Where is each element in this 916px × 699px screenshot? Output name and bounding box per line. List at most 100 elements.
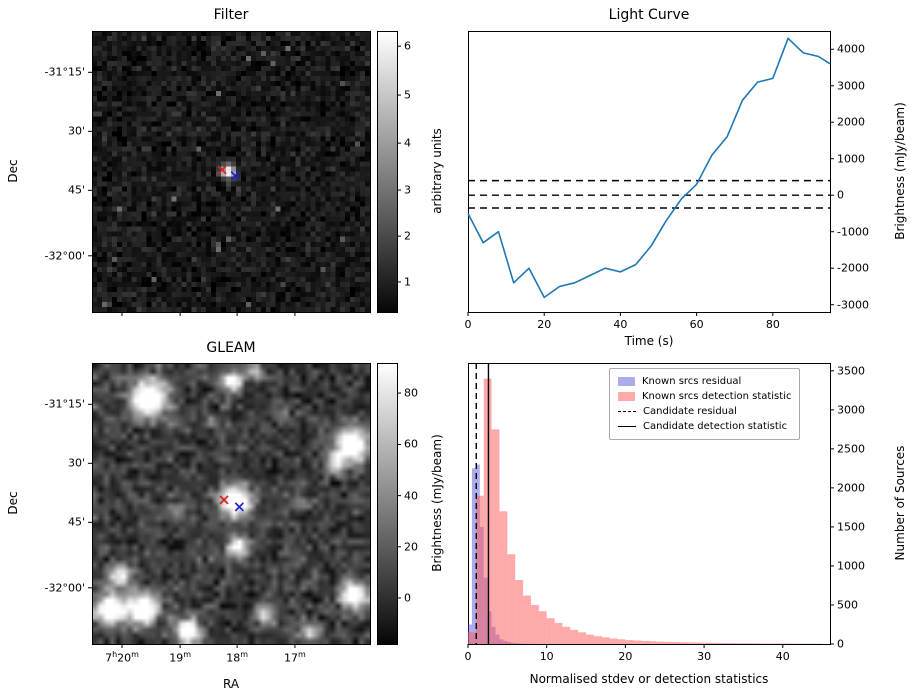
- hist-ylabel: Number of Sources: [893, 445, 907, 561]
- tick-label: 80: [404, 386, 418, 400]
- histogram-bar: [546, 618, 555, 644]
- tick-label: 4: [404, 136, 411, 150]
- tick-label: -31°15': [44, 397, 86, 411]
- tick-label: 80: [765, 318, 780, 331]
- tick-label: 0: [404, 591, 411, 605]
- histogram-bar: [562, 626, 571, 644]
- gleam-xlabel: RA: [222, 677, 240, 691]
- source-marker-x: [234, 502, 244, 512]
- tick-label: 20: [537, 318, 552, 331]
- tick-label: -3000: [837, 298, 869, 312]
- histogram-bar: [656, 641, 665, 644]
- tick-label: 500: [837, 598, 858, 612]
- histogram-bar: [617, 639, 626, 644]
- tick-label: 18m: [226, 650, 249, 665]
- histogram-bar: [625, 640, 634, 644]
- hist-xlabel: Normalised stdev or detection statistics: [529, 672, 769, 686]
- axes-frame: [92, 31, 371, 313]
- histogram-bar: [727, 643, 736, 644]
- tick-label: 30': [67, 124, 85, 138]
- histogram-bar: [523, 595, 531, 644]
- histogram-bar: [711, 642, 720, 644]
- legend-swatch: [618, 426, 636, 427]
- colorbar-gradient: [377, 31, 398, 313]
- axes-frame: [468, 31, 831, 313]
- histogram-bar: [735, 643, 744, 644]
- tick-label: 0: [464, 650, 472, 663]
- colorbar-frame: [377, 31, 398, 313]
- filter-title: Filter: [213, 7, 249, 23]
- tick-label: 45': [67, 515, 85, 529]
- legend-swatch: [618, 411, 636, 412]
- axes-frame: [92, 363, 371, 645]
- histogram-bar: [672, 642, 681, 644]
- histogram-bar: [578, 632, 587, 644]
- tick-label: -1000: [837, 225, 869, 239]
- histogram-bar: [696, 642, 705, 644]
- histogram-bar: [782, 643, 791, 644]
- tick-label: 10: [539, 650, 554, 663]
- histogram-bar: [704, 642, 712, 644]
- tick-label: 6: [404, 39, 411, 53]
- tick-label: -31°15': [44, 65, 86, 79]
- colorbar-frame: [377, 363, 398, 645]
- tick-label: 1: [404, 275, 411, 289]
- tick-label: 60: [404, 437, 418, 451]
- legend-label: Candidate detection statistic: [643, 421, 788, 432]
- histogram-bar: [468, 632, 476, 644]
- tick-label: 19m: [169, 650, 192, 665]
- legend-entry: Candidate detection statistic: [618, 419, 791, 434]
- source-marker-x: [230, 171, 240, 181]
- histogram-bar: [570, 629, 579, 644]
- tick-label: 40: [404, 489, 418, 503]
- tick-label: 3: [404, 183, 411, 197]
- colorbar-gradient: [377, 363, 398, 645]
- tick-label: 0: [837, 188, 844, 202]
- filter-ylabel: Dec: [6, 159, 20, 183]
- tick-label: 1000: [837, 152, 865, 166]
- histogram-legend: Known srcs residual Known srcs detection …: [609, 368, 801, 440]
- histogram-bar: [680, 642, 689, 644]
- tick-label: 45': [67, 183, 85, 197]
- tick-label: 60: [689, 318, 704, 331]
- gleam-colorbar-label: Brightness (mJy/beam): [430, 434, 444, 572]
- histogram-bar: [633, 640, 642, 644]
- tick-label: 17m: [284, 650, 306, 665]
- histogram-bar: [743, 643, 752, 644]
- histogram-bar: [471, 468, 476, 644]
- tick-label: 5: [404, 88, 411, 102]
- histogram-bar: [641, 640, 649, 644]
- tick-label: 20: [618, 650, 633, 663]
- gleam-ylabel: Dec: [6, 491, 20, 515]
- tick-label: 3000: [837, 403, 865, 417]
- tick-label: 0: [464, 318, 472, 331]
- legend-label: Candidate residual: [643, 406, 737, 417]
- histogram-bar: [649, 641, 657, 644]
- histogram-bar: [759, 643, 768, 644]
- filter-image: [92, 31, 370, 312]
- tick-label: -32°00': [44, 581, 86, 595]
- histogram-bar: [515, 579, 524, 644]
- legend-entry: Known srcs detection statistic: [618, 389, 791, 404]
- lightcurve-xlabel: Time (s): [624, 334, 674, 348]
- tick-label: 40: [775, 650, 790, 663]
- tick-label: 30: [697, 650, 712, 663]
- histogram-bar: [593, 636, 602, 644]
- histogram-bar: [491, 429, 500, 644]
- axes-frame: [468, 363, 831, 645]
- tick-label: 2: [404, 229, 411, 243]
- histogram-bar: [688, 642, 697, 644]
- legend-label: Known srcs residual: [642, 376, 742, 387]
- histogram-bar: [601, 637, 610, 644]
- tick-label: 1000: [837, 559, 865, 573]
- tick-label: -2000: [837, 261, 869, 275]
- tick-label: 3500: [837, 364, 865, 378]
- histogram-bar: [719, 642, 728, 644]
- legend-swatch: [618, 377, 635, 386]
- tick-label: 1500: [837, 520, 865, 534]
- tick-label: 7h20m: [105, 650, 139, 665]
- tick-label: 2500: [837, 442, 865, 456]
- legend-entry: Known srcs residual: [618, 374, 791, 389]
- tick-label: 2000: [837, 115, 865, 129]
